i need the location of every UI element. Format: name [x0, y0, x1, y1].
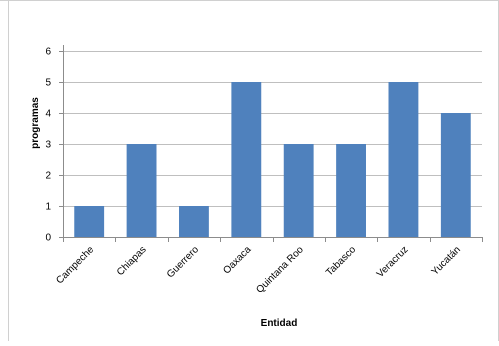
y-tick-label: 1 [45, 202, 51, 213]
bar-campeche [74, 206, 105, 237]
y-tick-label: 0 [45, 233, 51, 244]
x-tick-label: Veracruz [375, 244, 411, 280]
bar-quintana-roo [283, 144, 314, 237]
y-tick-label: 4 [45, 109, 51, 120]
y-tick-labels: 0 1 2 3 4 5 6 [45, 47, 51, 244]
bar-veracruz [388, 82, 419, 237]
y-tick-label: 5 [45, 78, 51, 89]
x-tick-label: Quintana Roo [254, 244, 306, 296]
x-tick-label: Guerrero [165, 244, 201, 280]
gridlines [63, 51, 482, 207]
x-tick-label: Oaxaca [221, 244, 253, 276]
y-axis-label: programas [30, 97, 41, 149]
x-axis-label: Entidad [261, 318, 298, 329]
bar-oaxaca [231, 82, 262, 237]
y-tick-label: 2 [45, 171, 51, 182]
x-tick-label: Chiapas [115, 244, 149, 278]
x-tick-label: Campeche [54, 244, 96, 286]
bars [74, 82, 471, 237]
x-tick-label: Tabasco [324, 244, 358, 278]
bar-tabasco [336, 144, 366, 237]
bar-guerrero [179, 206, 209, 237]
bar-yucatán [440, 113, 471, 237]
x-tick-labels: Campeche Chiapas Guerrero Oaxaca Quintana Ro… [54, 244, 463, 296]
x-tick-label: Yucatán [430, 244, 463, 277]
bar-chiapas [126, 144, 157, 237]
axes [59, 45, 483, 242]
y-tick-label: 6 [45, 47, 51, 58]
y-tick-label: 3 [45, 140, 51, 151]
